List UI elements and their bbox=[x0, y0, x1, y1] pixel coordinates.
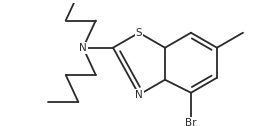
Text: N: N bbox=[79, 43, 87, 53]
Text: Br: Br bbox=[184, 118, 196, 126]
Text: N: N bbox=[135, 90, 142, 100]
Text: S: S bbox=[135, 28, 142, 38]
